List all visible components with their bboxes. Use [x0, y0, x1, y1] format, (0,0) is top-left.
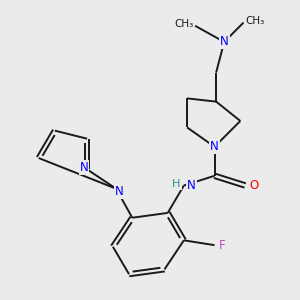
Text: N: N	[80, 161, 88, 174]
Text: N: N	[220, 35, 229, 48]
Text: N: N	[187, 179, 196, 192]
Text: N: N	[115, 185, 124, 198]
Text: CH₃: CH₃	[174, 19, 194, 29]
Text: CH₃: CH₃	[245, 16, 264, 26]
Text: F: F	[219, 239, 226, 252]
Text: H: H	[172, 179, 181, 189]
Text: O: O	[249, 179, 258, 192]
Text: N: N	[210, 140, 219, 153]
